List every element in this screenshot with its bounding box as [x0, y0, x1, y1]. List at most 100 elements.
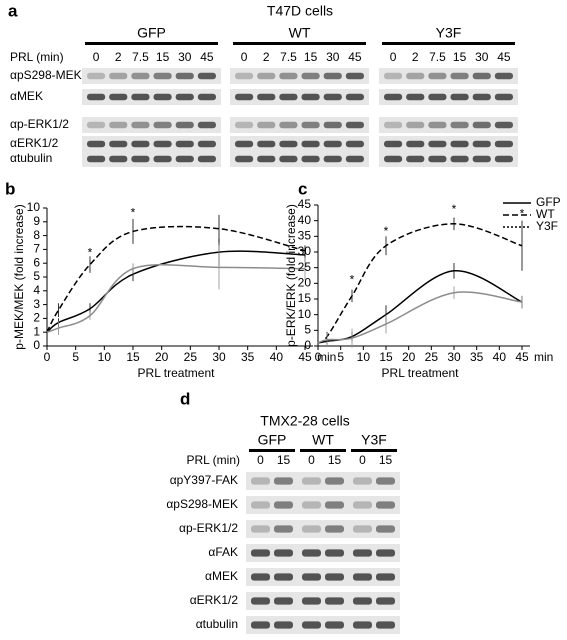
- blot-band: [175, 155, 194, 163]
- y-tick-label: 15: [298, 291, 312, 305]
- blot-band: [345, 72, 364, 80]
- blot-background: [379, 117, 518, 133]
- x-tick-label: 30: [212, 350, 226, 364]
- blot-band: [131, 155, 150, 163]
- blot-background: [246, 520, 298, 538]
- x-tick-label: 15: [126, 350, 140, 364]
- y-tick-label: 0: [304, 338, 311, 352]
- y-axis-label: p-MEK/MEK (fold increase): [12, 204, 26, 349]
- blot-band: [376, 573, 395, 581]
- prl-label: PRL (min): [186, 453, 240, 467]
- blot-band: [197, 155, 216, 163]
- blot-band: [384, 155, 403, 163]
- group-bar: [300, 449, 346, 452]
- blot-background: [348, 520, 400, 538]
- group-bar: [351, 449, 397, 452]
- blot-band: [301, 155, 320, 163]
- blot-background: [82, 151, 221, 167]
- blot-band: [87, 140, 106, 148]
- blot-band: [279, 140, 298, 148]
- blot-band: [251, 525, 270, 533]
- blot-band: [302, 525, 321, 533]
- blot-band: [274, 597, 293, 605]
- blot-background: [246, 592, 298, 610]
- row-label: αpS298-MEK: [166, 497, 238, 511]
- time-label: 7.5: [429, 50, 446, 64]
- blot-band: [406, 140, 425, 148]
- blot-band: [235, 93, 254, 101]
- legend-label: Y3F: [536, 219, 558, 233]
- time-label: 30: [178, 50, 192, 64]
- y-tick-label: 20: [298, 276, 312, 290]
- time-label: 0: [241, 50, 248, 64]
- blot-band: [406, 155, 425, 163]
- x-axis-label: PRL treatment: [382, 366, 460, 380]
- blot-band: [279, 155, 298, 163]
- blot-band: [302, 501, 321, 509]
- y-tick-label: 7: [33, 242, 40, 256]
- blot-band: [274, 549, 293, 557]
- group-label: WT: [289, 25, 311, 41]
- blot-band: [323, 72, 342, 80]
- x-tick-label: 45: [298, 350, 312, 364]
- blot-band: [87, 93, 106, 101]
- blot-band: [251, 501, 270, 509]
- x-tick-label: 0: [44, 350, 51, 364]
- blot-band: [376, 477, 395, 485]
- group-bar: [85, 42, 218, 45]
- blot-background: [230, 89, 369, 105]
- series-line: [317, 270, 523, 344]
- blot-background: [246, 616, 298, 634]
- blot-background: [348, 472, 400, 490]
- y-tick-label: 2: [33, 311, 40, 325]
- blot-band: [257, 155, 276, 163]
- blot-band: [153, 121, 172, 129]
- blot-band: [175, 72, 194, 80]
- blot-band: [257, 140, 276, 148]
- blot-band: [235, 155, 254, 163]
- blot-background: [297, 592, 349, 610]
- blot-band: [87, 72, 106, 80]
- blot-band: [325, 501, 344, 509]
- blot-background: [246, 472, 298, 490]
- blot-background: [297, 472, 349, 490]
- blot-band: [235, 121, 254, 129]
- blot-band: [472, 72, 491, 80]
- blot-background: [230, 136, 369, 152]
- blot-band: [175, 93, 194, 101]
- row-label: αpS298-MEK: [10, 68, 82, 82]
- blot-band: [384, 140, 403, 148]
- blot-band: [472, 155, 491, 163]
- blot-band: [450, 121, 469, 129]
- group-label: GFP: [137, 25, 166, 41]
- x-tick-label: 20: [402, 350, 416, 364]
- x-tick-label: 25: [425, 350, 439, 364]
- x-tick-label: 5: [72, 350, 79, 364]
- y-tick-label: 9: [33, 214, 40, 228]
- blot-band: [472, 140, 491, 148]
- blot-band: [302, 549, 321, 557]
- blot-band: [345, 121, 364, 129]
- blot-band: [251, 573, 270, 581]
- panel-title: TMX2-28 cells: [260, 413, 349, 429]
- blot-band: [353, 477, 372, 485]
- annotation: *: [520, 207, 525, 221]
- blot-band: [301, 72, 320, 80]
- blot-background: [379, 136, 518, 152]
- blot-background: [348, 616, 400, 634]
- blot-band: [301, 121, 320, 129]
- x-tick-label: 35: [470, 350, 484, 364]
- time-label: 0: [257, 453, 264, 467]
- time-label: 45: [497, 50, 511, 64]
- blot-band: [257, 93, 276, 101]
- blot-band: [301, 140, 320, 148]
- annotation: *: [350, 272, 355, 286]
- x-unit: min: [317, 350, 336, 364]
- blot-band: [131, 93, 150, 101]
- blot-band: [376, 621, 395, 629]
- blot-band: [494, 140, 513, 148]
- blot-background: [379, 151, 518, 167]
- blot-band: [353, 525, 372, 533]
- blot-band: [325, 597, 344, 605]
- blot-band: [302, 597, 321, 605]
